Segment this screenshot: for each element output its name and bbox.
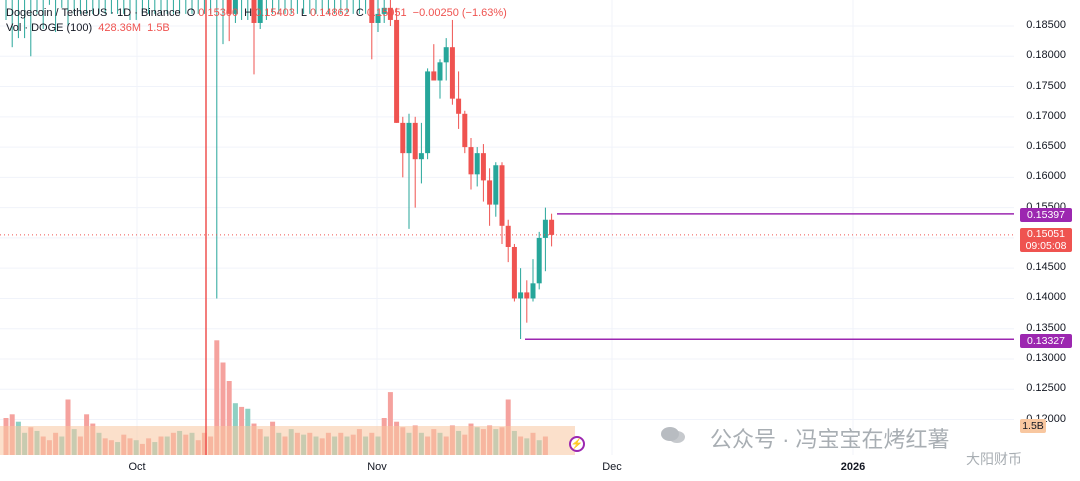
candle-body xyxy=(431,71,437,81)
symbol-title: Dogecoin / TetherUS · 1D · Binance xyxy=(6,7,181,19)
candle-body xyxy=(394,19,400,123)
candle-body xyxy=(456,98,462,114)
candle-body xyxy=(418,153,424,160)
high-label: H xyxy=(244,7,253,19)
volume-value: 428.36M xyxy=(98,22,142,34)
watermark-text: 公众号 · 冯宝宝在烤红薯 xyxy=(710,427,950,452)
candle-body xyxy=(462,113,468,148)
candle-body xyxy=(480,153,486,181)
volume-bar xyxy=(226,381,232,455)
candle-body xyxy=(530,283,536,299)
current-price-tag: 0.15051 09:05:08 xyxy=(1020,228,1072,252)
x-tick-label: 2026 xyxy=(840,461,866,473)
candle-body xyxy=(499,165,505,226)
candle-body xyxy=(524,292,530,299)
volume-header: Vol · DOGE (100) 428.36M 1.5B xyxy=(6,22,173,34)
candle-body xyxy=(493,165,499,205)
y-tick-label: 0.18000 xyxy=(1026,49,1066,62)
change-value: −0.00250 (−1.63%) xyxy=(412,7,507,19)
symbol-ohlc-header: Dogecoin / TetherUS · 1D · Binance O 0.15… xyxy=(6,7,510,19)
candle-body xyxy=(468,147,474,175)
support-price-tag: 0.13327 xyxy=(1020,334,1072,348)
open-value: 0.15300 xyxy=(198,7,239,19)
volume-ma-value: 1.5B xyxy=(147,22,170,34)
candle-body xyxy=(369,0,375,23)
x-tick-label: Nov xyxy=(367,461,387,473)
high-value: 0.15403 xyxy=(255,7,295,19)
volume-bar xyxy=(220,362,226,455)
candle-body xyxy=(257,0,263,23)
candle-body xyxy=(375,13,381,23)
volume-bar xyxy=(387,392,393,455)
countdown-timer: 09:05:08 xyxy=(1025,240,1067,252)
y-tick-label: 0.17500 xyxy=(1026,79,1066,92)
candle-body xyxy=(443,47,449,63)
y-tick-label: 0.16000 xyxy=(1026,170,1066,183)
candle-body xyxy=(536,237,542,284)
candle-body xyxy=(487,180,493,205)
close-label: C xyxy=(355,7,364,19)
candle-body xyxy=(511,246,517,299)
x-tick-label: Oct xyxy=(128,461,146,473)
wechat-logo-icon xyxy=(661,427,685,443)
x-tick-label: Dec xyxy=(602,461,622,473)
candle-body xyxy=(474,153,480,175)
volume-price-tag: 1.5B xyxy=(1020,419,1046,433)
candle-body xyxy=(542,219,548,238)
current-price-value: 0.15051 xyxy=(1027,228,1065,240)
candle-body xyxy=(226,0,232,14)
candle-body xyxy=(505,225,511,247)
volume-bar xyxy=(214,340,220,455)
volume-ma-area xyxy=(0,426,575,455)
corner-watermark: 大阳财币 xyxy=(966,451,1022,467)
y-tick-label: 0.16500 xyxy=(1026,140,1066,153)
y-tick-label: 0.12500 xyxy=(1026,382,1066,395)
candle-body xyxy=(449,47,455,99)
y-tick-label: 0.14500 xyxy=(1026,261,1066,274)
candle-body xyxy=(518,292,524,299)
candle-body xyxy=(437,62,443,81)
candle-body xyxy=(406,122,412,154)
volume-label: Vol · DOGE (100) xyxy=(6,22,93,34)
low-value: 0.14862 xyxy=(310,7,350,19)
candle-body xyxy=(381,7,387,14)
candle-body xyxy=(387,7,393,20)
candle-body xyxy=(232,0,238,14)
open-label: O xyxy=(186,7,196,19)
y-tick-label: 0.13500 xyxy=(1026,321,1066,334)
y-tick-label: 0.14000 xyxy=(1026,291,1066,304)
y-tick-label: 0.18500 xyxy=(1026,19,1066,31)
close-value: 0.15051 xyxy=(366,7,407,19)
resistance-price-tag: 0.15397 xyxy=(1020,208,1072,222)
candle-body xyxy=(412,122,418,160)
candle-body xyxy=(549,219,555,235)
candle-body xyxy=(400,122,406,154)
flash-icon[interactable]: ⚡ xyxy=(569,436,585,452)
candle-body xyxy=(251,0,257,23)
y-tick-label: 0.13000 xyxy=(1026,352,1066,364)
candle-body xyxy=(425,71,431,154)
y-tick-label: 0.17000 xyxy=(1026,109,1066,122)
low-label: L xyxy=(300,7,308,19)
